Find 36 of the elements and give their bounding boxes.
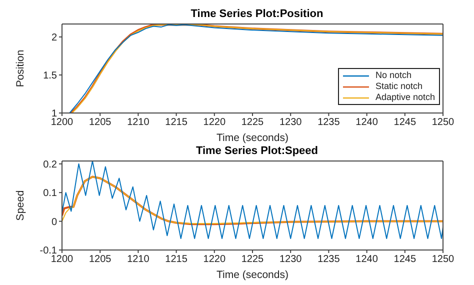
x-tick-label: 1220 (203, 254, 226, 266)
legend-label: Static notch (375, 81, 422, 92)
x-tick-label: 1245 (394, 117, 416, 128)
x-tick-label: 1220 (203, 117, 226, 128)
x-tick-label: 1205 (88, 117, 112, 128)
x-tick-label: 1250 (432, 117, 455, 128)
x-tick-label: 1230 (279, 254, 302, 266)
x-tick-label: 1235 (318, 117, 340, 128)
x-tick-label: 1245 (394, 254, 416, 266)
y-tick-label: 1.5 (43, 70, 58, 82)
x-tick-label: 1205 (88, 254, 112, 266)
x-tick-label: 1215 (165, 254, 188, 266)
x-tick-label: 1200 (50, 254, 74, 266)
x-tick-label: 1225 (241, 117, 264, 128)
x-tick-label: 1250 (432, 254, 455, 266)
x-tick-label: 1240 (356, 117, 378, 128)
y-tick-label: 0 (51, 216, 58, 228)
x-tick-label: 1225 (241, 254, 264, 266)
x-axis-title: Time (seconds) (216, 269, 288, 281)
x-tick-label: 1200 (50, 117, 74, 128)
y-tick-label: 2 (51, 32, 58, 44)
x-tick-label: 1210 (127, 117, 150, 128)
y-tick-label: 0.2 (43, 159, 58, 170)
x-tick-label: 1230 (279, 117, 302, 128)
y-axis-title: Speed (14, 190, 27, 221)
chart-title: Time Series Plot:Speed (194, 145, 320, 158)
x-tick-label: 1240 (356, 254, 378, 266)
y-tick-label: 0.1 (43, 188, 58, 200)
x-axis-title: Time (seconds) (216, 132, 288, 144)
legend-label: No notch (375, 70, 412, 81)
legend-label: Adaptive notch (375, 92, 435, 103)
y-axis-title: Position (14, 50, 27, 88)
chart-title: Time Series Plot:Position (190, 8, 324, 21)
x-tick-label: 1210 (127, 254, 150, 266)
x-tick-label: 1215 (165, 117, 188, 128)
x-tick-label: 1235 (318, 254, 340, 266)
